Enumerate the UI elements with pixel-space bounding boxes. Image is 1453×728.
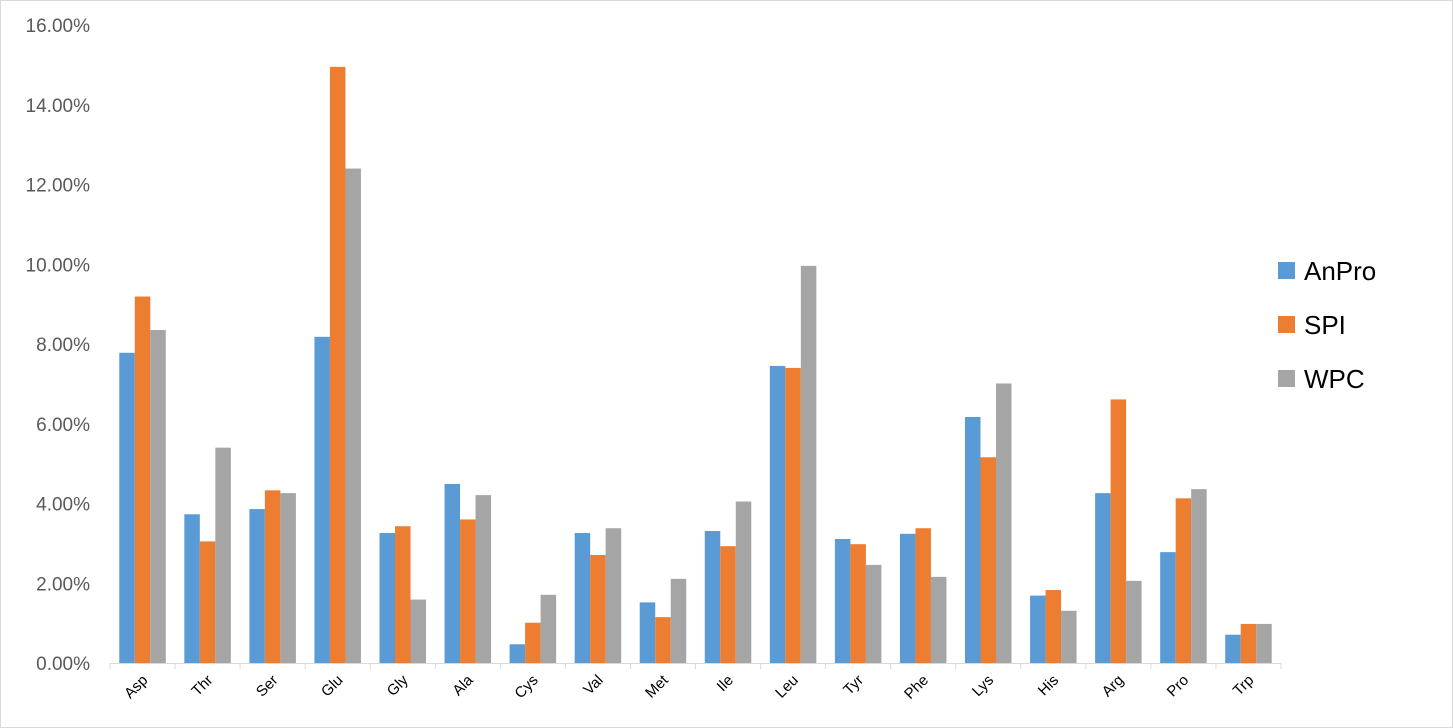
x-category-label: Leu [772, 672, 802, 702]
y-tick-label: 8.00% [36, 335, 90, 356]
legend: AnPro SPI WPC [1278, 256, 1376, 394]
x-category-label: His [1035, 672, 1062, 699]
y-tick-label: 4.00% [36, 495, 90, 516]
y-tick-label: 16.00% [26, 16, 91, 37]
bar-series-group [119, 66, 1272, 664]
bar-anpro-trp [1225, 634, 1241, 663]
x-category-label: Asp [121, 672, 151, 702]
x-axis-category-labels: Asp Thr Ser Glu Gly Ala Cys Val Met Ile Leu Tyr Phe L… [121, 671, 1257, 702]
x-category-label: Lys [969, 672, 997, 700]
bar-spi-tyr [850, 544, 866, 663]
bar-wpc-thr [215, 447, 231, 663]
y-tick-label: 10.00% [26, 255, 91, 276]
bar-wpc-val [605, 528, 622, 663]
bar-spi-ile [720, 546, 736, 663]
bar-anpro-phe [899, 533, 916, 663]
bar-spi-gly [395, 526, 411, 663]
x-category-label: Ala [449, 671, 477, 699]
bar-anpro-val [574, 533, 591, 663]
bar-wpc-trp [1256, 623, 1272, 663]
bar-anpro-cys [509, 644, 526, 663]
bar-spi-arg [1110, 399, 1127, 663]
bar-anpro-met [639, 602, 656, 663]
y-axis-tick-labels: 0.00% 2.00% 4.00% 6.00% 8.00% 10.00% 12.00% 14.… [26, 16, 91, 675]
legend-swatch-wpc [1278, 370, 1295, 387]
x-category-label: Tyr [840, 672, 867, 699]
legend-swatch-anpro [1278, 262, 1295, 279]
bar-spi-his [1045, 590, 1062, 663]
bar-spi-asp [134, 296, 151, 663]
legend-label-anpro: AnPro [1304, 256, 1376, 286]
x-category-label: Trp [1230, 672, 1258, 700]
bar-spi-trp [1240, 623, 1257, 663]
bar-anpro-arg [1095, 493, 1111, 663]
y-tick-label: 2.00% [36, 574, 90, 595]
bar-spi-cys [525, 622, 541, 663]
x-category-label: Phe [901, 672, 932, 703]
y-tick-label: 6.00% [36, 415, 90, 436]
bar-spi-ser [264, 490, 281, 663]
bar-anpro-asp [119, 352, 135, 663]
x-category-label: Ile [714, 672, 737, 695]
x-category-label: Arg [1099, 672, 1128, 701]
bar-spi-thr [199, 541, 216, 663]
bar-wpc-ile [735, 501, 752, 663]
bar-wpc-leu [800, 265, 817, 663]
y-tick-label: 12.00% [26, 176, 91, 197]
bar-wpc-lys [996, 383, 1012, 663]
bar-spi-pro [1175, 498, 1192, 663]
x-axis-ticks [109, 663, 1282, 669]
bar-anpro-lys [965, 416, 981, 663]
bar-anpro-tyr [834, 538, 851, 663]
bar-wpc-arg [1126, 580, 1142, 663]
bar-anpro-his [1030, 595, 1046, 663]
bar-anpro-glu [314, 336, 330, 663]
bar-anpro-pro [1160, 552, 1176, 663]
bar-wpc-phe [930, 576, 947, 663]
bar-wpc-tyr [865, 564, 882, 663]
bar-wpc-pro [1191, 489, 1207, 663]
bar-anpro-leu [769, 365, 786, 663]
bar-wpc-glu [345, 168, 361, 664]
x-category-label: Pro [1164, 672, 1193, 701]
legend-label-wpc: WPC [1304, 364, 1365, 394]
legend-swatch-spi [1278, 316, 1295, 333]
bar-spi-lys [980, 457, 996, 663]
bar-spi-phe [915, 528, 931, 663]
bar-spi-glu [329, 66, 346, 663]
x-category-label: Thr [188, 672, 216, 700]
bar-wpc-gly [410, 599, 426, 663]
x-category-label: Gly [384, 671, 412, 699]
bar-wpc-asp [150, 330, 166, 663]
bar-anpro-thr [184, 514, 200, 663]
x-category-label: Ser [253, 672, 282, 701]
bar-wpc-his [1061, 610, 1077, 663]
x-category-label: Cys [511, 672, 541, 702]
bar-wpc-ala [475, 495, 492, 663]
bar-anpro-ile [704, 531, 721, 663]
y-tick-label: 14.00% [26, 96, 91, 117]
bar-spi-leu [785, 367, 801, 663]
bar-wpc-met [670, 578, 687, 663]
y-tick-label: 0.00% [36, 654, 90, 675]
legend-label-spi: SPI [1304, 310, 1346, 340]
bar-spi-ala [460, 519, 476, 663]
bar-anpro-ala [444, 483, 461, 663]
bar-wpc-cys [540, 594, 557, 663]
x-category-label: Glu [318, 672, 347, 701]
bar-spi-met [655, 617, 671, 663]
bar-anpro-ser [249, 509, 265, 663]
bar-wpc-ser [280, 493, 296, 663]
x-category-label: Met [642, 671, 672, 701]
bar-spi-val [590, 554, 606, 663]
x-category-label: Val [580, 672, 607, 699]
bar-anpro-gly [379, 533, 395, 663]
